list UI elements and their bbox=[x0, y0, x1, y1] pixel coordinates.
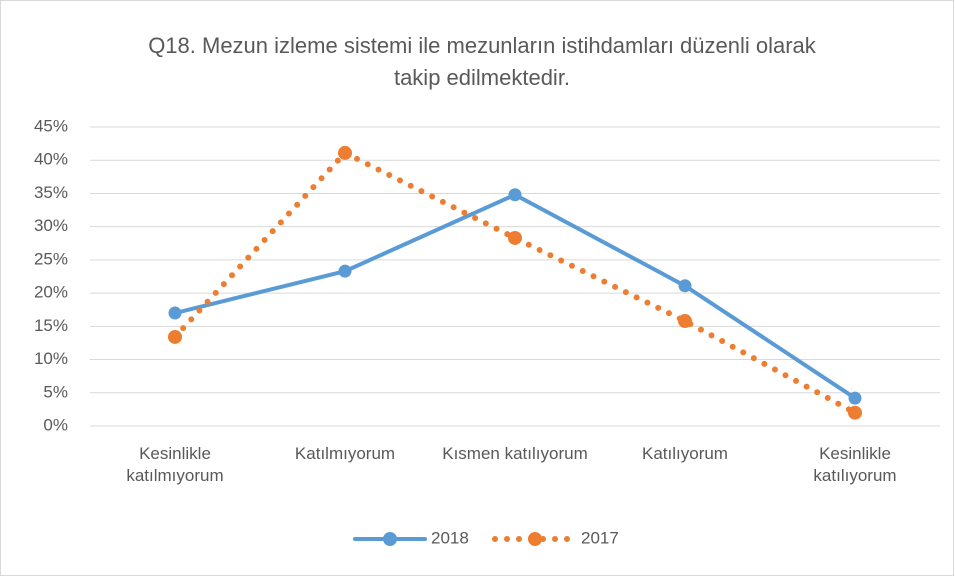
legend-marker bbox=[528, 532, 542, 546]
y-tick-label: 40% bbox=[34, 150, 68, 169]
marker bbox=[848, 405, 862, 420]
y-tick-label: 35% bbox=[34, 183, 68, 202]
y-tick-label: 15% bbox=[34, 316, 68, 335]
legend-label: 2017 bbox=[581, 528, 619, 547]
marker bbox=[508, 230, 522, 245]
legend-marker bbox=[383, 532, 397, 546]
x-tick-label: Kısmen katılıyorum bbox=[442, 444, 588, 463]
y-tick-label: 20% bbox=[34, 283, 68, 302]
x-tick-label: Kesinlikle katılıyorum bbox=[813, 444, 897, 485]
chart-title: Q18. Mezun izleme sistemi ile mezunların… bbox=[148, 33, 816, 90]
series-line bbox=[172, 149, 858, 416]
y-tick-label: 0% bbox=[43, 415, 68, 434]
y-tick-label: 45% bbox=[34, 116, 68, 135]
x-tick-label: Katılıyorum bbox=[642, 444, 728, 463]
marker bbox=[338, 145, 352, 160]
x-tick-label: Katılmıyorum bbox=[294, 444, 396, 463]
y-tick-label: 10% bbox=[34, 349, 68, 368]
y-tick-label: 25% bbox=[34, 249, 68, 268]
marker bbox=[338, 264, 352, 278]
y-tick-label: 30% bbox=[34, 216, 68, 235]
y-tick-label: 5% bbox=[43, 382, 68, 401]
marker bbox=[848, 391, 862, 405]
marker bbox=[678, 314, 692, 329]
marker bbox=[168, 329, 182, 344]
marker bbox=[678, 279, 692, 293]
marker bbox=[168, 306, 182, 320]
legend-label: 2018 bbox=[431, 528, 469, 547]
x-tick-label: Kesinlikle katılmıyorum bbox=[126, 444, 224, 485]
marker bbox=[508, 188, 522, 202]
